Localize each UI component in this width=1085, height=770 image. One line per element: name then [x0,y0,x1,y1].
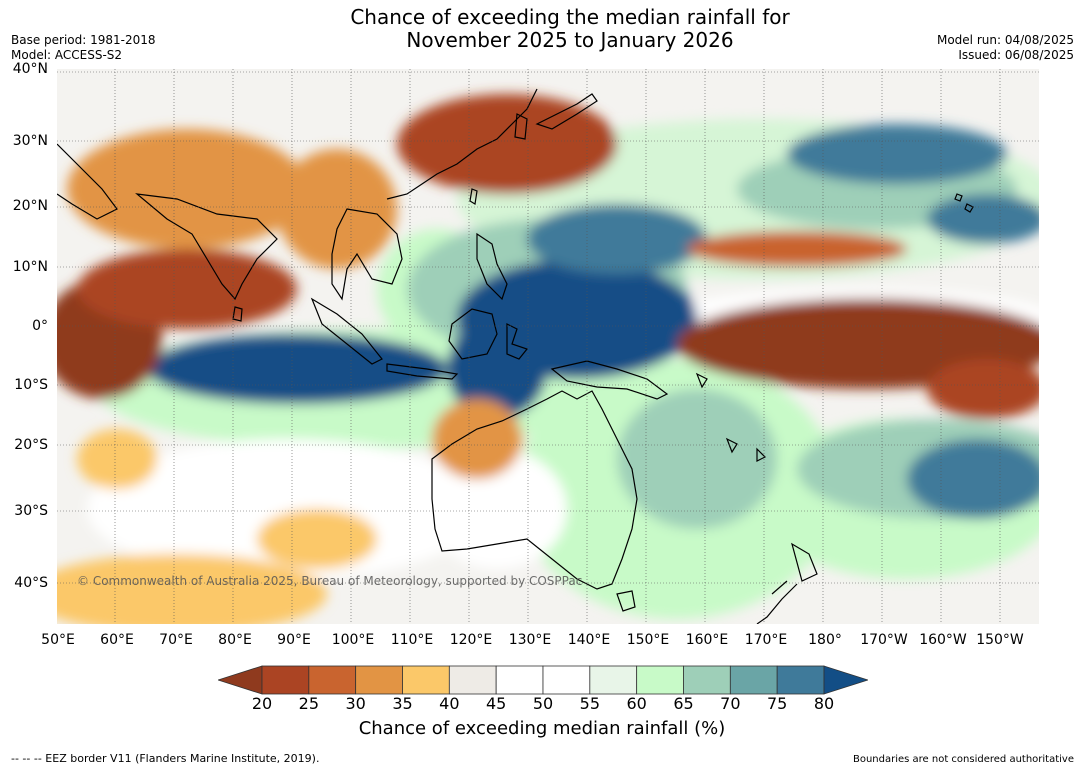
colorbar-label: Chance of exceeding median rainfall (%) [358,718,726,739]
lon-label-80e: 80°E [218,632,252,648]
colorbar-segment [402,665,450,695]
lat-label-20s: 20°S [14,437,48,453]
boundaries-note: Boundaries are not considered authoritat… [852,754,1074,765]
colorbar-tick-label: 40 [439,694,460,713]
lon-label-150w: 150°W [976,632,1024,648]
lon-label-90e: 90°E [277,632,311,648]
lon-label-100e: 100°E [331,632,375,648]
lat-label-30s: 30°S [14,503,48,519]
lon-label-170e: 170°E [744,632,788,648]
colorbar-tick-label: 55 [579,694,600,713]
colorbar-tick-label: 35 [392,694,413,713]
lon-label-160w: 160°W [919,632,967,648]
lon-label-70e: 70°E [159,632,193,648]
lon-label-50e: 50°E [41,632,75,648]
colorbar-tick-label: 30 [345,694,366,713]
lon-label-170w: 170°W [860,632,908,648]
colorbar-segment [308,665,357,695]
colorbar-tick-label: 80 [813,694,835,713]
rainfall-probability-map: © Commonwealth of Australia 2025, Bureau… [57,69,1039,624]
lat-label-10n: 10°N [12,259,48,275]
lon-label-120e: 120°E [449,632,493,648]
colorbar-extend-low [218,665,263,695]
colorbar-tick-label: 65 [673,694,694,713]
colorbar-segment [542,665,591,695]
colorbar-segment [355,665,403,695]
lon-label-110e: 110°E [390,632,434,648]
colorbar-segment [448,665,497,695]
colorbar-tick-label: 75 [766,694,788,713]
colorbar-tick-label: 60 [626,694,647,713]
model-run-text: Model run: 04/08/2025 [936,33,1074,47]
copyright-watermark: © Commonwealth of Australia 2025, Bureau… [77,574,582,588]
model-text: Model: ACCESS-S2 [11,48,123,62]
base-period-text: Base period: 1981-2018 [11,33,156,47]
colorbar-tick-label: 20 [251,694,273,713]
colorbar-segment [729,665,778,695]
issued-text: Issued: 06/08/2025 [958,48,1074,62]
lon-label-180: 180° [808,632,842,648]
lat-label-20n: 20°N [12,198,48,214]
colorbar-segment [495,665,544,695]
lon-label-60e: 60°E [100,632,134,648]
lat-label-0: 0° [32,318,48,334]
lon-label-140e: 140°E [567,632,611,648]
colorbar-tick-label: 50 [532,694,554,713]
lat-label-30n: 30°N [12,133,48,149]
colorbar [218,665,868,695]
colorbar-segment [261,665,310,695]
colorbar-tick-label: 70 [720,694,741,713]
colorbar-segment [589,665,638,695]
lat-label-40n: 40°N [12,61,48,77]
colorbar-segment [776,665,825,695]
lat-label-40s: 40°S [14,575,48,591]
map-title-line1: Chance of exceeding the median rainfall … [350,5,790,29]
lon-label-150e: 150°E [626,632,670,648]
colorbar-extend-high [823,665,868,695]
eez-note: -- -- -- EEZ border V11 (Flanders Marine… [11,752,320,765]
lat-label-10s: 10°S [14,377,48,393]
lon-label-160e: 160°E [685,632,729,648]
colorbar-segment [636,665,684,695]
colorbar-tick-label: 25 [298,694,319,713]
map-title-line2: November 2025 to January 2026 [406,28,734,52]
colorbar-tick-label: 45 [485,694,507,713]
coastlines [57,88,974,624]
graticule [57,69,1039,624]
lon-label-130e: 130°E [508,632,552,648]
colorbar-segment [683,665,731,695]
probability-field [57,94,1039,624]
